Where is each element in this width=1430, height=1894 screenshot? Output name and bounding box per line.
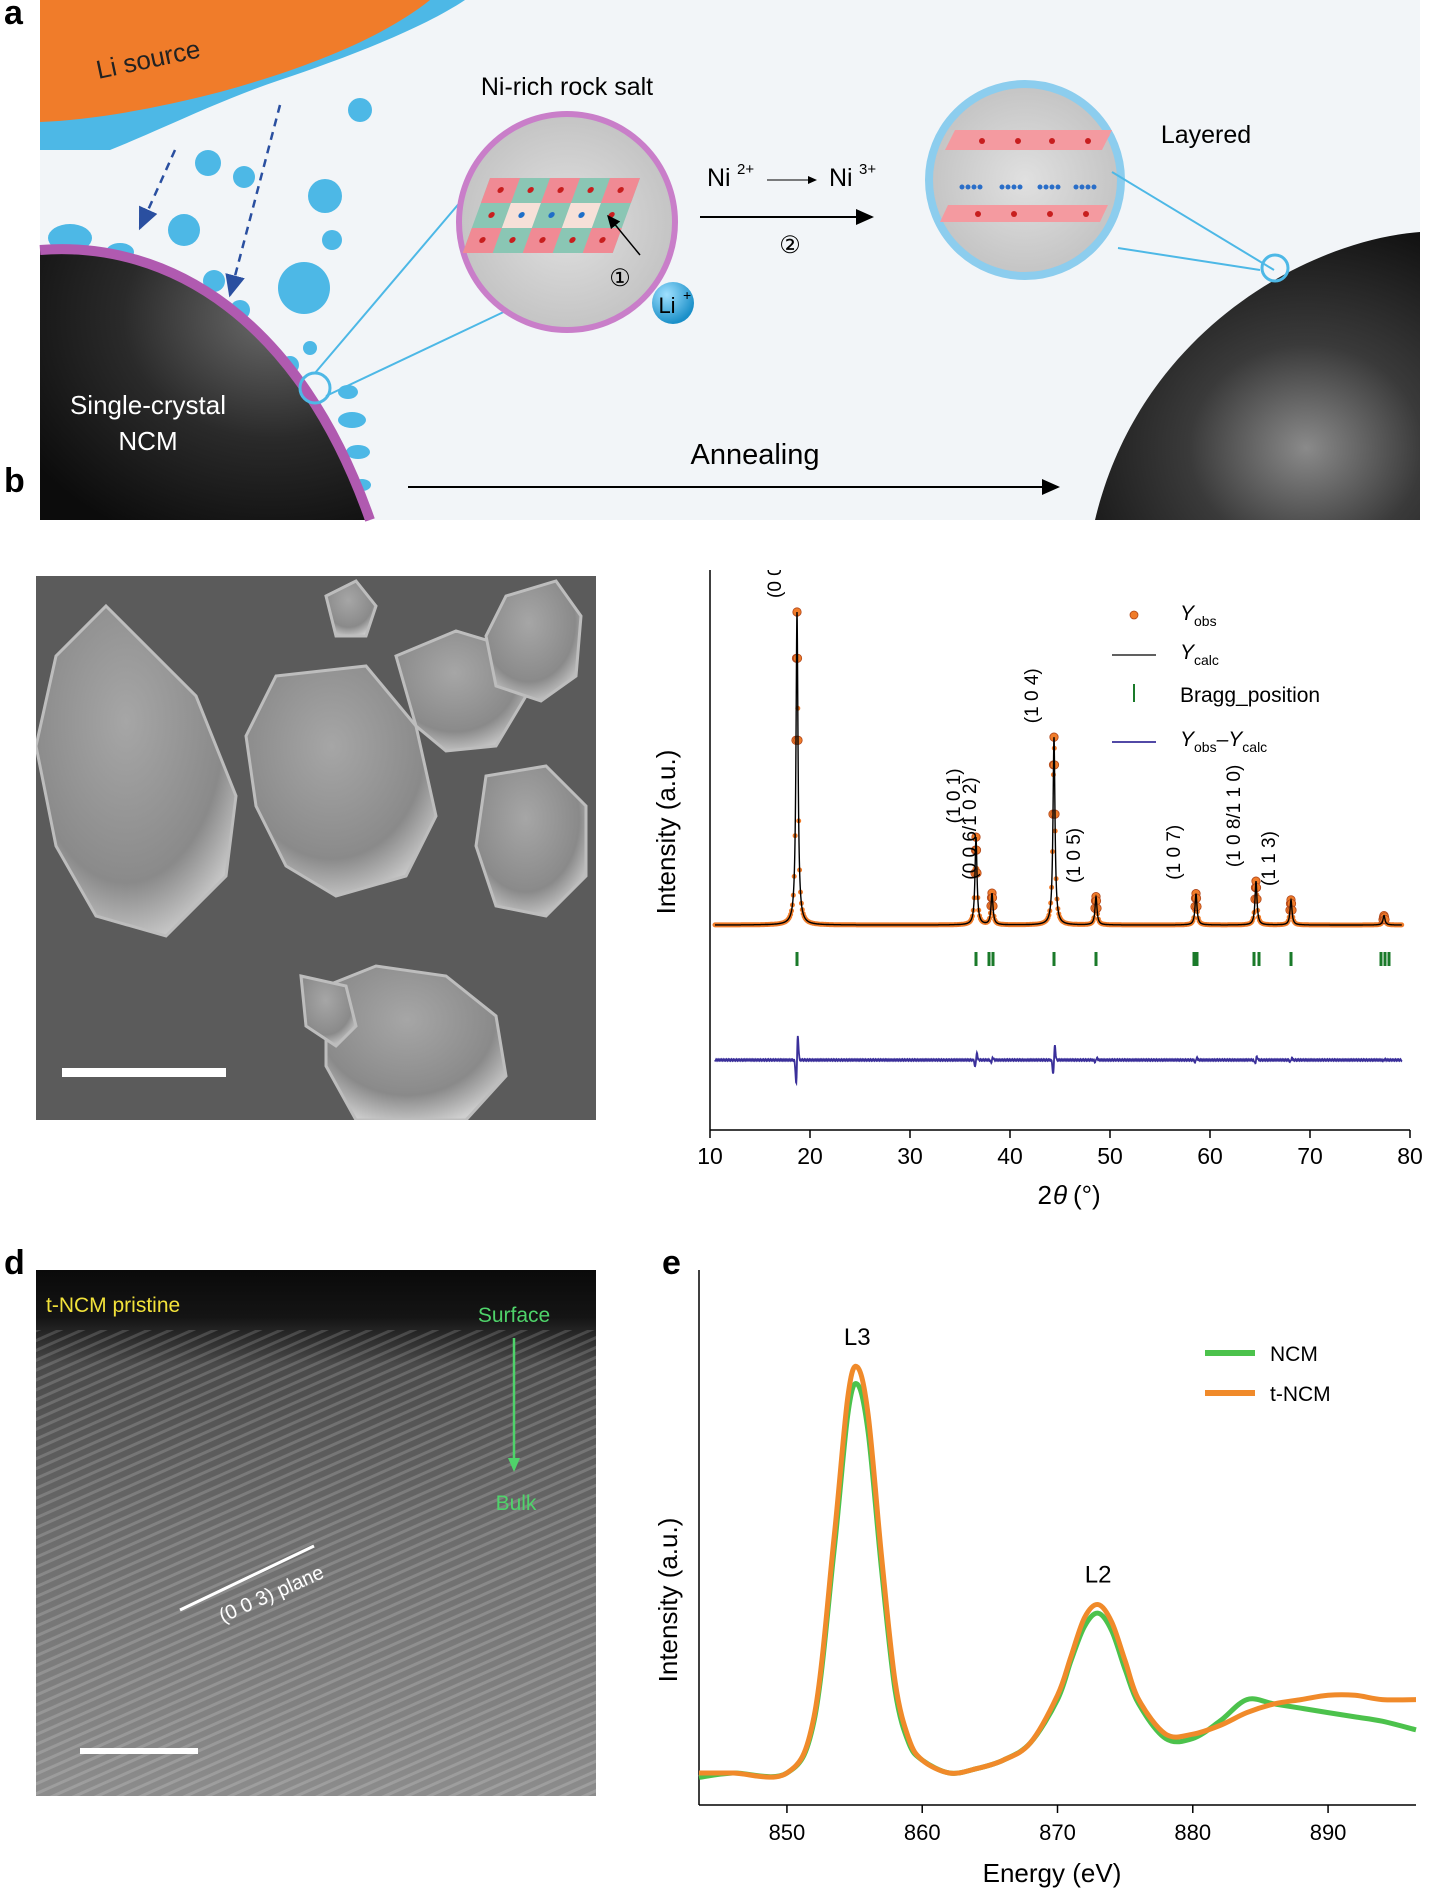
rock-salt-lattice <box>462 178 640 253</box>
tem-depth-arrowhead <box>508 1458 520 1472</box>
xas-chart: 850 860 870 880 890 L3 L2 Intensity (a.u.) En… <box>653 1270 1417 1888</box>
xas-tncm-series <box>698 1363 1417 1780</box>
xas-x-axis-label: Energy (eV) <box>983 1858 1122 1888</box>
xrd-x-tick-label: 80 <box>1397 1143 1423 1169</box>
xrd-chart: 10 20 30 40 50 60 70 80 (0 0 3) (1 0 1)(0 0 6/1 … <box>651 570 1423 1210</box>
xas-legend-label: NCM <box>1270 1343 1318 1366</box>
tem-image: t-NCM pristine Surface Bulk (0 0 3) plan… <box>36 1270 596 1796</box>
particle-label-line1: Single-crystal <box>70 390 226 420</box>
xas-x-tick-label: 870 <box>1039 1820 1076 1845</box>
xrd-x-tick-label: 30 <box>897 1143 923 1169</box>
xrd-peak-label: (1 0 4) <box>1022 668 1043 723</box>
annealing-label: Annealing <box>691 439 820 471</box>
xrd-difference-series <box>714 1035 1403 1087</box>
tem-lattice-fringes <box>36 1330 596 1796</box>
xrd-observed-series <box>712 611 1405 928</box>
li-ion-ball <box>652 282 694 324</box>
xas-peak-label: L2 <box>1085 1562 1112 1589</box>
sem-particles <box>36 579 588 1120</box>
zoom-spot-right <box>1260 253 1290 283</box>
tem-bulk-label: Bulk <box>496 1492 537 1515</box>
xrd-x-tick-label: 20 <box>797 1143 823 1169</box>
panel-letter-a: a <box>4 0 23 32</box>
layered-lattice <box>940 130 1112 222</box>
sem-scale-bar <box>62 1068 226 1077</box>
annealed-particle <box>1095 232 1420 520</box>
step-1-label: ① <box>609 265 631 292</box>
tem-sample-label: t-NCM pristine <box>46 1294 180 1317</box>
xrd-calculated-series <box>715 611 1402 926</box>
xrd-peak-label: (1 1 3) <box>1259 831 1280 886</box>
particle-label-line2: NCM <box>118 426 177 456</box>
xrd-peak-label: (1 0 7) <box>1164 825 1185 880</box>
li-source-blob <box>40 0 430 122</box>
ni2-charge: 2+ <box>737 161 754 178</box>
zoom-line-4 <box>1117 247 1261 271</box>
panel-letter-b: b <box>4 462 25 500</box>
xas-legend: NCM t-NCM <box>1205 1343 1331 1406</box>
li-ion-charge: + <box>683 287 691 303</box>
xas-x-tick-label: 890 <box>1310 1820 1347 1845</box>
li-ion-label: Li <box>658 293 675 318</box>
xrd-legend-obs-marker <box>1129 610 1139 620</box>
xrd-x-tick-label: 70 <box>1297 1143 1323 1169</box>
zoom-line-3 <box>1111 171 1275 271</box>
xrd-x-tick-label: 40 <box>997 1143 1023 1169</box>
layered-title: Layered <box>1161 121 1251 149</box>
single-crystal-particle <box>40 249 370 520</box>
xas-peak-label: L3 <box>844 1324 871 1351</box>
panel-letter-d: d <box>4 1244 25 1282</box>
li-droplets <box>48 98 372 491</box>
xrd-xlabel-unit: (°) <box>1073 1180 1101 1210</box>
step-2-label: ② <box>779 232 801 259</box>
tem-scale-bar <box>80 1748 198 1754</box>
zoom-line-1 <box>314 199 463 374</box>
xas-x-tick-label: 880 <box>1174 1820 1211 1845</box>
xrd-x-tick-label: 10 <box>697 1143 723 1169</box>
tem-surface-label: Surface <box>478 1304 550 1327</box>
schematic-diagram: Li source Single-crystal NCM Ni-rich roc… <box>39 0 1420 522</box>
xrd-y-axis-label: Intensity (a.u.) <box>651 750 681 915</box>
xrd-legend-label: Ycalc <box>1180 641 1219 668</box>
xas-x-tick-label: 860 <box>904 1820 941 1845</box>
xrd-x-tick-label: 50 <box>1097 1143 1123 1169</box>
rock-salt-shell <box>39 244 375 522</box>
xrd-peak-label: (1 0 1) <box>944 768 965 823</box>
xrd-legend-label: Yobs–Ycalc <box>1180 728 1267 755</box>
li-insertion-arrow <box>607 214 641 256</box>
xas-y-axis-label: Intensity (a.u.) <box>653 1518 683 1683</box>
xas-ncm-series <box>698 1381 1417 1780</box>
xrd-peak-label: (0 0 3) <box>765 570 786 598</box>
panel-letter-e: e <box>662 1244 681 1282</box>
ni3-charge: 3+ <box>859 161 876 178</box>
zoom-line-2 <box>325 307 513 397</box>
xrd-peak-label: (0 0 6/1 0 2) <box>960 777 981 879</box>
xrd-xlabel-theta: θ <box>1053 1180 1067 1210</box>
xrd-peak-label: (1 0 8/1 1 0) <box>1224 765 1245 867</box>
layered-lens <box>925 80 1125 280</box>
li-diffusion-arrow-2 <box>225 104 282 298</box>
xrd-peak-label: (1 0 5) <box>1064 828 1085 883</box>
xrd-x-tick-label: 60 <box>1197 1143 1223 1169</box>
xrd-legend-label: Bragg_position <box>1180 684 1320 707</box>
li-diffusion-arrow-1 <box>138 149 177 231</box>
ni3-label: Ni <box>829 164 853 192</box>
xas-x-tick-label: 850 <box>769 1820 806 1845</box>
ni2-label: Ni <box>707 164 731 192</box>
rock-salt-title: Ni-rich rock salt <box>481 73 653 101</box>
tem-plane-line <box>179 1544 315 1612</box>
sem-image <box>36 576 596 1120</box>
xrd-legend-label: Yobs <box>1180 602 1217 629</box>
xas-legend-label: t-NCM <box>1270 1383 1331 1406</box>
xrd-xlabel-2: 2 <box>1038 1180 1052 1210</box>
xrd-legend: Yobs Ycalc Bragg_position Yobs–Ycalc <box>1112 602 1320 755</box>
xrd-x-axis-label: 2 θ (°) <box>1038 1180 1101 1210</box>
